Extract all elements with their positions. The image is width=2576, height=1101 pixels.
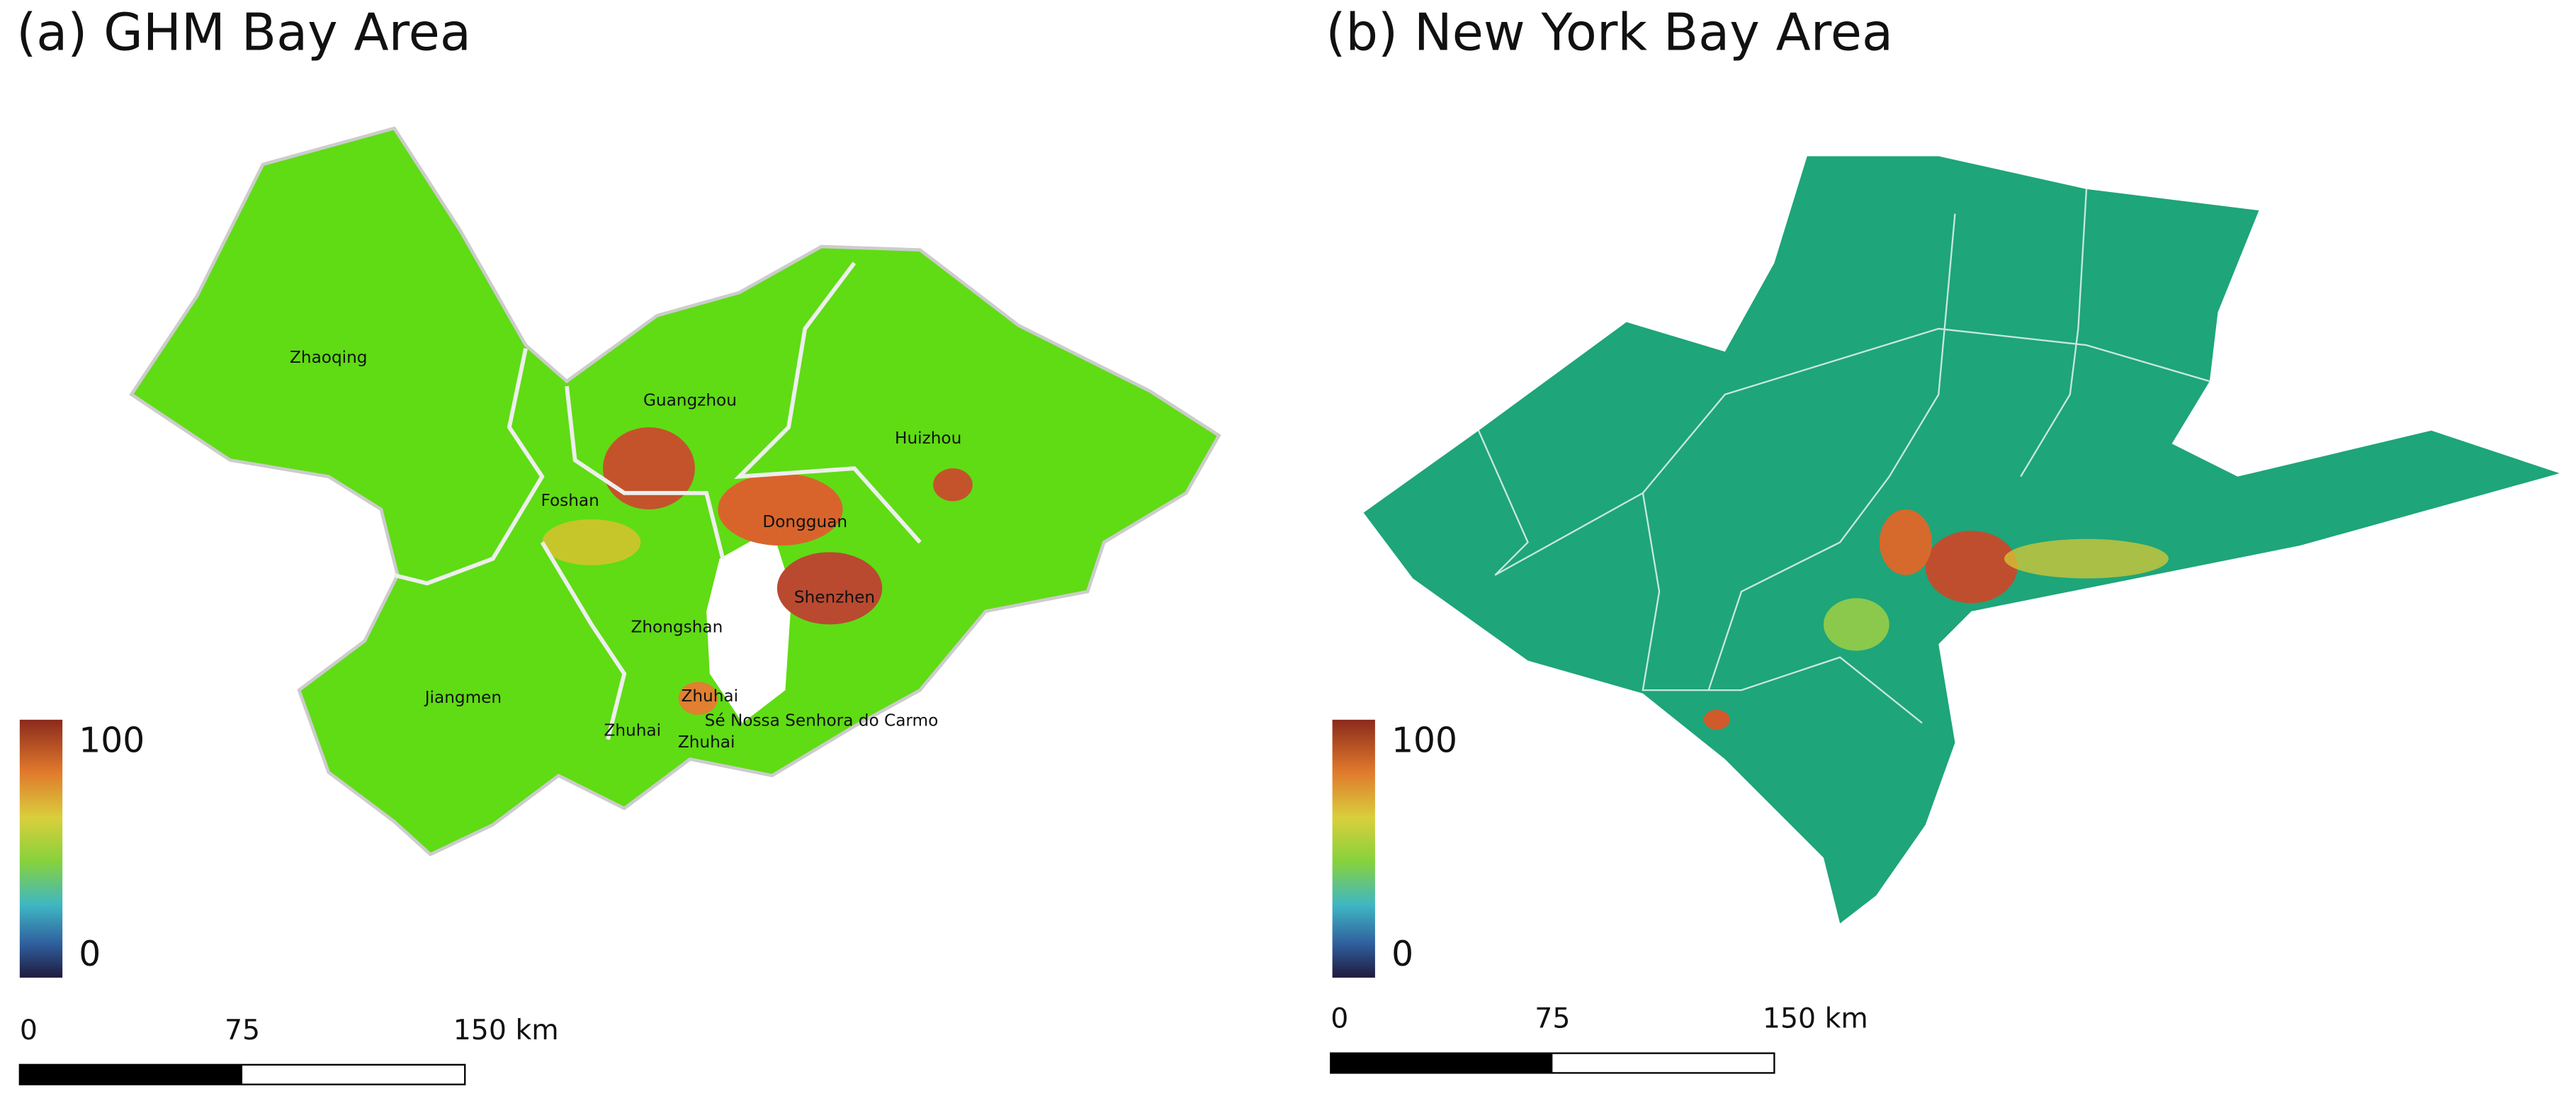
- colorbar: [1332, 719, 1375, 978]
- boundary: [393, 348, 545, 586]
- city-label: Zhaoqing: [290, 348, 367, 367]
- city-label: Dongguan: [762, 512, 847, 531]
- panel-title: (b) New York Bay Area: [1326, 3, 1893, 62]
- city-label: Zhuhai: [604, 721, 661, 740]
- city-label: Foshan: [541, 491, 599, 510]
- city-label: Zhongshan: [631, 617, 723, 636]
- urban-area: [718, 473, 843, 546]
- ghm-map: [129, 126, 1221, 857]
- bay: [706, 529, 792, 723]
- scale-label: 0: [20, 1014, 38, 1046]
- scale-label: 150 km: [1763, 1003, 1868, 1035]
- scale-bar-segment: [1331, 1053, 1553, 1073]
- boundary: [540, 541, 627, 740]
- urban-area: [678, 682, 718, 715]
- scale-label: 75: [1535, 1003, 1570, 1035]
- urban-area: [542, 519, 641, 565]
- colorbar: [19, 719, 63, 978]
- urban-area: [1879, 509, 1932, 575]
- scale-label: 150 km: [453, 1014, 559, 1046]
- ny-map: [1363, 156, 2560, 924]
- urban-area: [1703, 709, 1730, 730]
- boundary: [1642, 492, 1923, 724]
- scale-bar-segment: [19, 1064, 243, 1085]
- boundary: [1707, 213, 1956, 691]
- city-label: Guangzhou: [643, 390, 737, 410]
- colorbar-max: 100: [79, 721, 145, 760]
- boundary: [733, 261, 922, 544]
- colorbar-max: 100: [1391, 721, 1457, 760]
- scale-label: 0: [1331, 1003, 1348, 1035]
- city-label: Zhuhai: [681, 687, 738, 706]
- urban-area: [603, 427, 695, 510]
- colorbar-min: 0: [1391, 935, 1413, 974]
- panel-title: (a) GHM Bay Area: [16, 3, 471, 62]
- urban-area: [2004, 538, 2169, 579]
- boundary: [1477, 327, 2210, 576]
- boundary: [2020, 188, 2088, 478]
- city-label: Sé Nossa Senhora do Carmo: [705, 711, 939, 730]
- colorbar-min: 0: [79, 935, 101, 974]
- urban-area: [1925, 531, 2018, 604]
- boundary: [565, 385, 725, 560]
- scale-label: 75: [225, 1014, 260, 1046]
- urban-area: [776, 552, 883, 625]
- city-label: Shenzhen: [794, 588, 875, 607]
- urban-area: [1823, 598, 1889, 651]
- city-label: Jiangmen: [424, 688, 502, 707]
- urban-area: [933, 468, 973, 502]
- city-label: Huizhou: [895, 429, 961, 448]
- city-label: Zhuhai: [678, 733, 735, 752]
